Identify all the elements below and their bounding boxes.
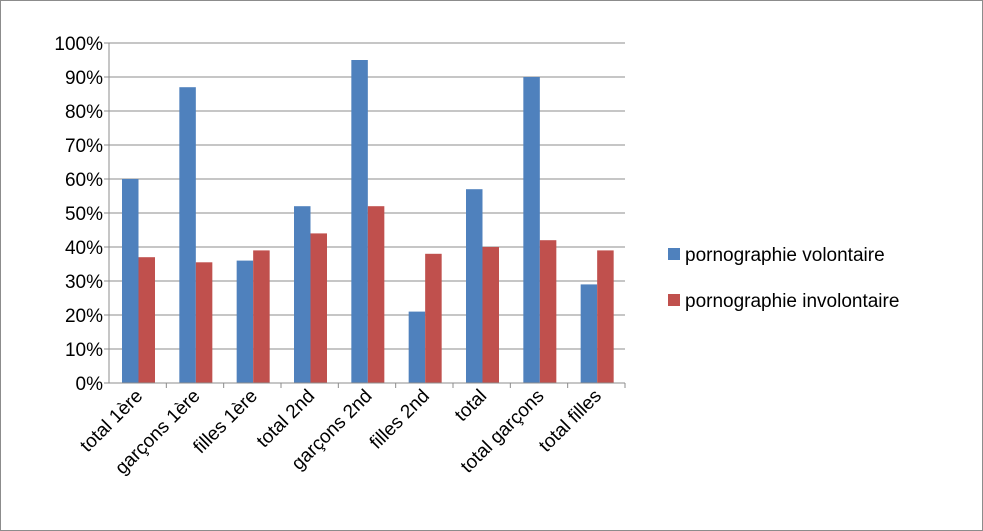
y-tick-label: 90%	[65, 68, 103, 89]
y-tick-label: 80%	[65, 102, 103, 123]
x-category-label: total	[451, 386, 491, 426]
y-tick-labels: 0% 10% 20% 30% 40% 50% 60% 70% 80% 90% 100%	[54, 34, 103, 395]
bar-involontaire	[539, 240, 557, 383]
bar-volontaire	[294, 206, 311, 383]
bar-volontaire	[466, 189, 483, 383]
bar-volontaire	[351, 60, 368, 383]
legend-swatch	[668, 248, 680, 260]
bar-volontaire	[523, 77, 540, 383]
bars	[122, 60, 614, 383]
bar-volontaire	[408, 311, 426, 383]
bar-involontaire	[425, 253, 442, 383]
bar-involontaire	[138, 257, 155, 383]
bar-volontaire	[122, 179, 139, 383]
legend-swatch	[668, 294, 680, 306]
x-category-label: total filles	[535, 386, 606, 457]
legend: pornographie volontaire pornographie invo…	[668, 245, 899, 312]
bar-involontaire	[310, 233, 327, 383]
y-tick-label: 30%	[65, 272, 103, 293]
bar-involontaire	[482, 247, 499, 383]
y-tick-label: 100%	[54, 34, 103, 55]
bar-involontaire	[597, 250, 614, 383]
bar-volontaire	[580, 284, 598, 383]
legend-label: pornographie involontaire	[685, 291, 899, 312]
bar-volontaire	[236, 260, 254, 383]
axes	[104, 42, 626, 388]
y-tick-label: 40%	[65, 238, 103, 259]
legend-label: pornographie volontaire	[685, 245, 885, 266]
y-tick-label: 10%	[65, 340, 103, 361]
y-tick-label: 50%	[65, 204, 103, 225]
bar-involontaire	[195, 262, 213, 383]
y-tick-label: 0%	[76, 374, 104, 395]
bar-involontaire	[253, 250, 270, 383]
bar-involontaire	[367, 206, 385, 383]
y-tick-label: 60%	[65, 170, 103, 191]
bar-volontaire	[179, 87, 196, 383]
y-tick-label: 20%	[65, 306, 103, 327]
x-category-label: filles 2nd	[366, 386, 434, 454]
y-tick-label: 70%	[65, 136, 103, 157]
